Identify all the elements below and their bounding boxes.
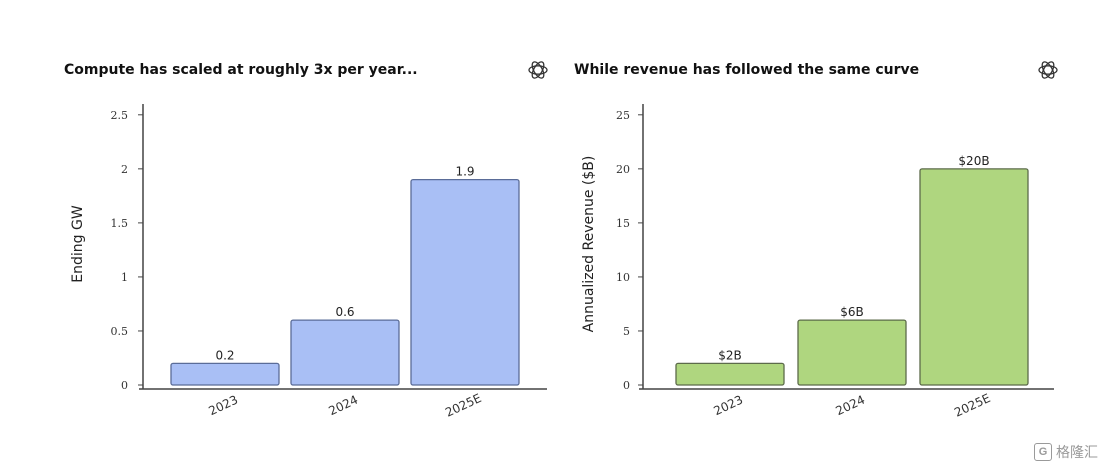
bar: [675, 362, 785, 386]
watermark-text: 格隆汇: [1056, 444, 1098, 460]
bar-value-label: $20B: [958, 154, 989, 168]
y-axis-label: Annualized Revenue ($B): [581, 156, 597, 333]
y-tick-label: 10: [616, 271, 630, 284]
y-tick-label: 20: [616, 163, 630, 176]
y-tick-label: 15: [616, 217, 630, 230]
bar-value-label: $6B: [840, 305, 864, 319]
chart-title: While revenue has followed the same curv…: [574, 62, 920, 78]
openai-logo-icon: [528, 61, 548, 79]
y-tick-label: 2.5: [111, 109, 129, 122]
bar-value-label: $2B: [718, 348, 742, 362]
chart-panel-revenue: While revenue has followed the same curv…: [556, 0, 1112, 470]
bar: [797, 319, 907, 386]
openai-logo-icon: [1038, 61, 1058, 79]
y-tick-label: 1.5: [111, 217, 129, 230]
x-tick-label: 2024: [327, 393, 361, 419]
y-tick-label: 0: [623, 379, 630, 392]
x-tick-label: 2025E: [952, 391, 992, 420]
bar-value-label: 0.2: [215, 348, 234, 362]
chart-plot-area: 0 0.5 1 1.5 2 2.5 Ending GW 0.2 2023 0.6 2024 1.9 20…: [70, 104, 547, 420]
y-tick-label: 1: [121, 271, 128, 284]
bar: [410, 179, 520, 386]
bar-value-label: 1.9: [455, 165, 474, 179]
bar: [170, 362, 280, 386]
chart-panel-compute: Compute has scaled at roughly 3x per yea…: [64, 61, 548, 420]
y-tick-label: 5: [623, 325, 630, 338]
y-tick-label: 0.5: [111, 325, 129, 338]
watermark: G 格隆汇: [1034, 442, 1098, 462]
x-tick-label: 2025E: [443, 391, 483, 420]
chart-plot-area: 0 5 10 15 20 25 Annualized Revenue ($B) $2B 2023…: [581, 104, 1054, 420]
bar: [919, 168, 1029, 386]
y-tick-label: 0: [121, 379, 128, 392]
bar-value-label: 0.6: [335, 305, 354, 319]
x-tick-label: 2023: [207, 393, 241, 419]
watermark-logo-icon: G: [1034, 443, 1052, 461]
y-tick-label: 2: [121, 163, 128, 176]
y-tick-label: 25: [616, 109, 630, 122]
x-tick-label: 2023: [712, 393, 746, 419]
chart-title: Compute has scaled at roughly 3x per yea…: [64, 62, 418, 78]
bar: [290, 319, 400, 386]
y-axis-label: Ending GW: [70, 205, 86, 283]
x-tick-label: 2024: [834, 393, 868, 419]
